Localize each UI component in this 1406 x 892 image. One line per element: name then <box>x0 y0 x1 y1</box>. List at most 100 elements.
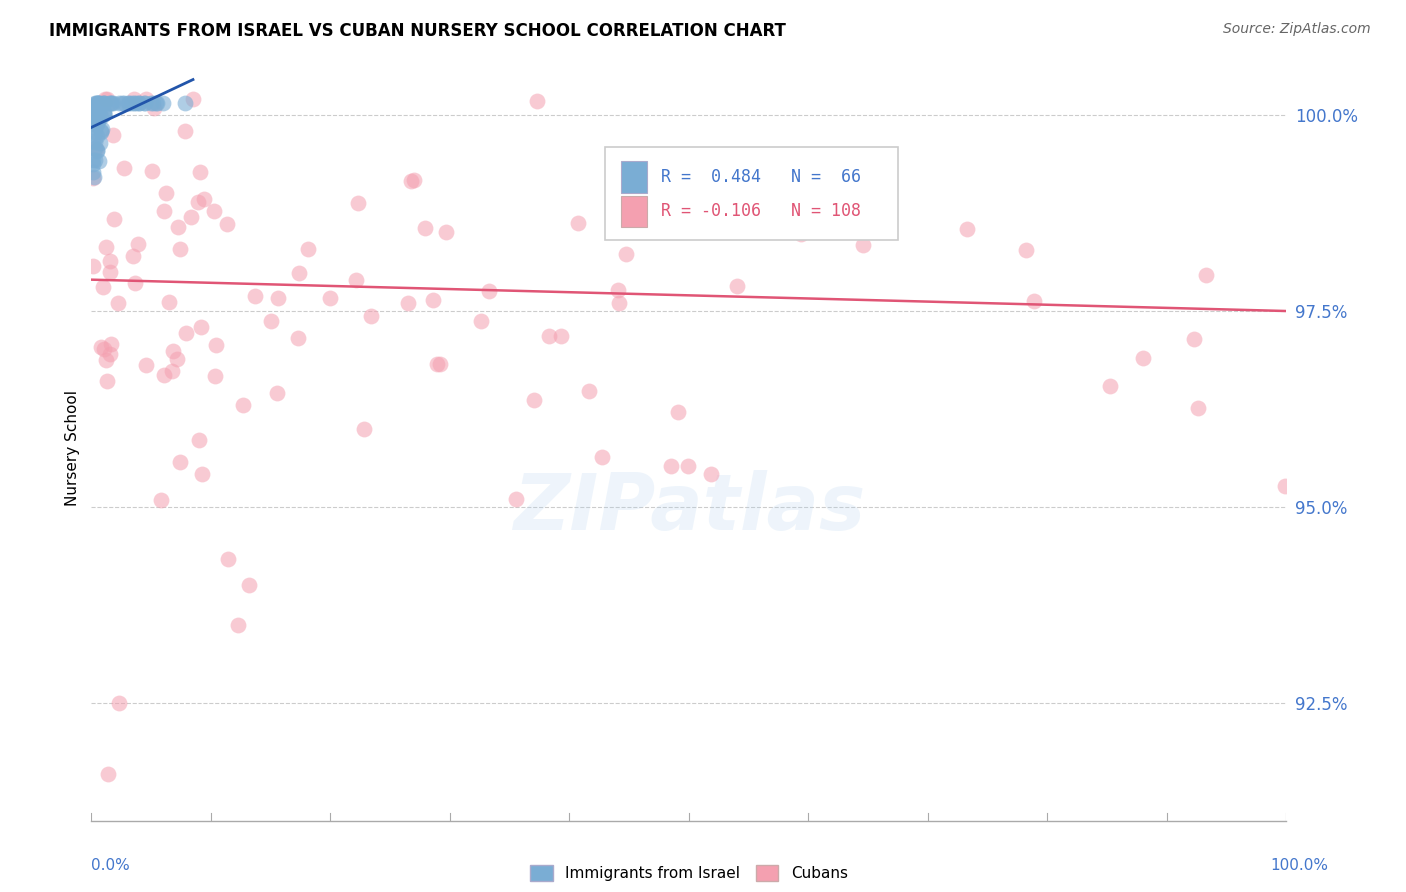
Point <box>190 320 212 334</box>
Point <box>107 295 129 310</box>
Point <box>121 96 143 111</box>
Point <box>98 96 121 111</box>
Point <box>93 96 115 111</box>
Point <box>127 236 149 251</box>
Point <box>86 117 108 131</box>
Point <box>93 342 115 356</box>
Point <box>193 193 215 207</box>
Point <box>100 265 122 279</box>
Point <box>353 422 375 436</box>
Point <box>413 220 436 235</box>
Point <box>93 107 115 121</box>
Point <box>82 112 104 127</box>
Point <box>166 351 188 366</box>
Point <box>134 96 156 111</box>
Text: R =  0.484   N =  66: R = 0.484 N = 66 <box>661 168 862 186</box>
Point <box>86 144 108 158</box>
Point <box>150 492 173 507</box>
Point <box>1015 243 1038 257</box>
Point <box>82 259 104 273</box>
Point <box>110 96 132 111</box>
Point <box>94 92 117 106</box>
Point <box>1274 479 1296 493</box>
Point <box>153 204 176 219</box>
Point <box>226 617 249 632</box>
Point <box>86 103 108 117</box>
Point <box>93 107 115 121</box>
Point <box>93 279 115 293</box>
Point <box>676 458 699 473</box>
Point <box>124 276 146 290</box>
Point <box>86 105 108 120</box>
Point <box>87 96 110 111</box>
Point <box>96 375 118 389</box>
Point <box>90 340 112 354</box>
Point <box>505 491 527 506</box>
Point <box>93 96 115 111</box>
Point <box>82 165 104 179</box>
Point <box>1182 332 1205 346</box>
Point <box>614 246 637 260</box>
Point <box>84 142 107 156</box>
Point <box>426 357 449 371</box>
Point <box>83 136 105 150</box>
Point <box>100 337 122 351</box>
Point <box>205 338 228 352</box>
Point <box>87 96 110 111</box>
Point <box>217 552 239 566</box>
Point <box>122 92 145 106</box>
Point <box>87 96 110 111</box>
Point <box>87 112 110 127</box>
Point <box>174 326 197 341</box>
Point <box>107 696 129 710</box>
Legend: Immigrants from Israel, Cubans: Immigrants from Israel, Cubans <box>524 859 853 888</box>
Point <box>91 122 114 136</box>
Point <box>125 96 148 111</box>
FancyBboxPatch shape <box>621 161 647 193</box>
Point <box>135 358 157 372</box>
Point <box>83 117 105 131</box>
Point <box>232 398 254 412</box>
Point <box>89 104 111 119</box>
Point <box>82 157 104 171</box>
Point <box>202 203 225 218</box>
Point <box>360 309 382 323</box>
Text: IMMIGRANTS FROM ISRAEL VS CUBAN NURSERY SCHOOL CORRELATION CHART: IMMIGRANTS FROM ISRAEL VS CUBAN NURSERY … <box>49 22 786 40</box>
Point <box>152 96 174 111</box>
Point <box>84 107 107 121</box>
Point <box>578 384 600 398</box>
Point <box>93 105 115 120</box>
Point <box>141 96 162 111</box>
Point <box>217 217 239 231</box>
Point <box>478 284 501 298</box>
Point <box>108 96 131 111</box>
Point <box>591 450 613 464</box>
Point <box>607 296 630 310</box>
Point <box>87 154 110 169</box>
Point <box>422 293 444 307</box>
Point <box>346 272 368 286</box>
Point <box>100 96 122 111</box>
Point <box>84 96 107 111</box>
Point <box>141 163 163 178</box>
Point <box>82 171 104 186</box>
Point <box>90 111 112 125</box>
Point <box>153 368 176 382</box>
Text: Source: ZipAtlas.com: Source: ZipAtlas.com <box>1223 22 1371 37</box>
Point <box>83 170 105 185</box>
Point <box>90 124 112 138</box>
Point <box>659 458 682 473</box>
Point <box>128 96 150 111</box>
Point <box>666 405 689 419</box>
Point <box>169 455 191 469</box>
Point <box>1132 351 1154 366</box>
Point <box>112 161 135 176</box>
Point <box>90 125 112 139</box>
Point <box>297 243 319 257</box>
Point <box>143 101 166 115</box>
Point <box>956 222 979 236</box>
Point <box>84 141 107 155</box>
Point <box>101 96 124 111</box>
Point <box>470 314 492 328</box>
Point <box>181 92 204 106</box>
